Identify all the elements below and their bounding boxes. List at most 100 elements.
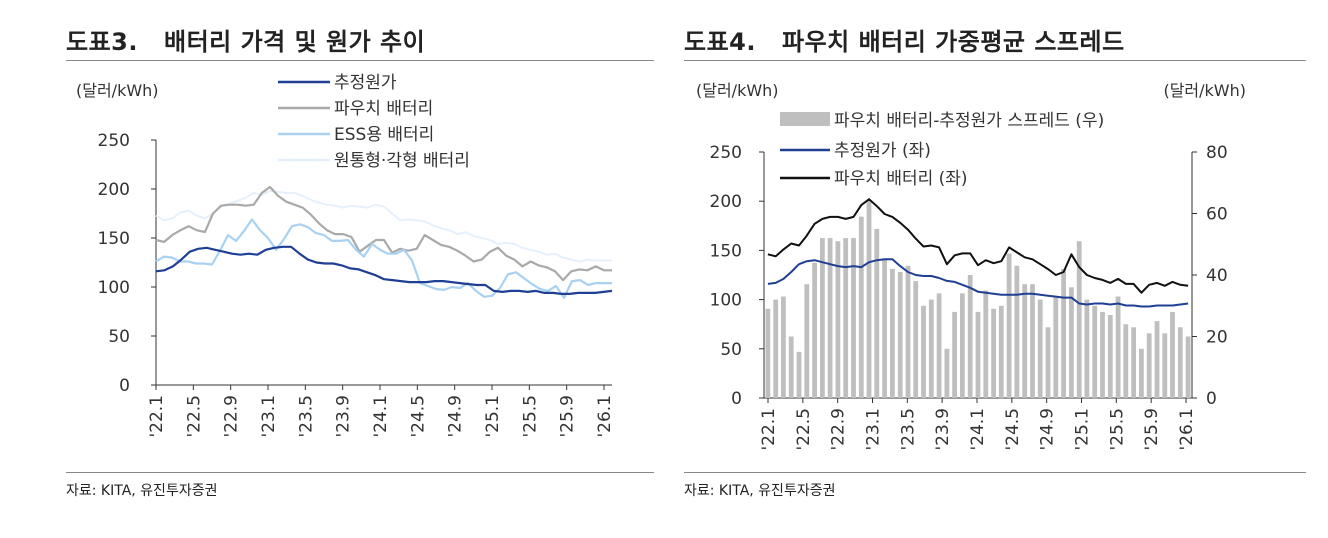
legend-label: 추정원가 (좌) — [834, 141, 931, 161]
spread-bar — [921, 305, 926, 399]
spread-bar — [936, 293, 942, 398]
series-line — [767, 258, 1189, 308]
spread-bar — [1139, 348, 1144, 398]
spread-bar — [843, 238, 849, 398]
figure-number: 도표3. — [66, 28, 138, 56]
spread-bar — [1154, 321, 1160, 398]
spread-bar — [1022, 284, 1028, 398]
spread-bar — [998, 305, 1004, 399]
x-tick-label: '23.9 — [933, 408, 953, 451]
y-tick-label: 150 — [98, 229, 130, 249]
spread-bar — [1177, 327, 1183, 398]
spread-bar — [960, 293, 965, 398]
figure-title: 파우치 배터리 가중평균 스프레드 — [781, 28, 1125, 56]
spread-bar — [1006, 253, 1012, 398]
legend-label: ESS용 배터리 — [334, 125, 434, 145]
spread-bar — [835, 241, 841, 398]
x-tick-label: '23.9 — [334, 395, 354, 438]
legend-label: 원통형·각형 배터리 — [334, 151, 470, 171]
spread-bar — [913, 281, 919, 398]
spread-bar — [1185, 336, 1191, 398]
x-tick-label: '23.1 — [259, 395, 279, 438]
spread-bar — [897, 271, 903, 398]
bar-line-chart: (달러/kWh) (달러/kWh) 0 50 100 150 200 250 0 20 40 60 80… — [696, 81, 1246, 451]
x-tick-label: '25.1 — [483, 395, 503, 438]
source-note: 자료: KITA, 유진투자증권 — [66, 483, 218, 499]
spread-bar — [952, 311, 957, 398]
y-left-tick-label: 150 — [710, 241, 742, 261]
y-left-tick-label: 200 — [710, 192, 742, 212]
spread-bar — [890, 268, 895, 398]
x-tick-label: '25.9 — [558, 395, 578, 438]
y-axis-unit-right: (달러/kWh) — [1163, 81, 1246, 100]
y-axis-unit-left: (달러/kWh) — [696, 81, 779, 100]
spread-bar — [1146, 333, 1152, 398]
spread-bar — [944, 348, 950, 398]
legend-label: 파우치 배터리-추정원가 스프레드 (우) — [834, 111, 1104, 131]
spread-bar — [1115, 296, 1121, 398]
series-line — [155, 185, 612, 282]
spread-bar — [827, 238, 833, 398]
legend-swatch-bar — [780, 112, 830, 126]
legend-label: 파우치 배터리 — [334, 99, 433, 119]
chart-panel-spread: 도표4. 파우치 배터리 가중평균 스프레드 (달러/kWh) (달러/kWh) 0 5… — [664, 0, 1328, 538]
source-note: 자료: KITA, 유진투자증권 — [684, 483, 836, 499]
y-left-tick-label: 250 — [710, 143, 742, 163]
x-tick-label: '23.5 — [296, 395, 316, 438]
x-tick-label: '25.9 — [1142, 408, 1162, 451]
x-tick-label: '23.5 — [898, 408, 918, 451]
x-tick-label: '24.1 — [371, 395, 391, 438]
chart-panel-price-cost: 도표3. 배터리 가격 및 원가 추이 (달러/kWh) 0 50 100 150 200 2… — [66, 22, 654, 499]
x-tick-label: '22.9 — [829, 408, 849, 451]
legend-label: 파우치 배터리 (좌) — [834, 169, 968, 189]
legend-label: 추정원가 — [334, 73, 397, 93]
y-axis-unit: (달러/kWh) — [76, 81, 159, 100]
y-right-tick-label: 0 — [1206, 389, 1217, 409]
figure-number: 도표4. — [684, 28, 756, 56]
spread-bar — [983, 290, 989, 398]
y-tick-label: 0 — [119, 376, 130, 396]
y-right-tick-label: 20 — [1206, 328, 1228, 348]
x-tick-label: '25.5 — [520, 395, 540, 438]
x-tick-label: '23.1 — [864, 408, 884, 451]
spread-bar — [1037, 299, 1043, 398]
x-tick-label: '26.1 — [595, 395, 615, 438]
spread-bar — [781, 296, 786, 398]
x-tick-label: '24.9 — [1038, 408, 1058, 451]
x-tick-label: '24.9 — [446, 395, 466, 438]
spread-bar — [1092, 305, 1098, 399]
x-tick-label: '22.1 — [759, 408, 779, 451]
spread-bar — [882, 259, 887, 398]
source-divider — [66, 472, 654, 473]
spread-bar — [866, 201, 872, 398]
series-line — [155, 218, 612, 299]
spread-bar — [851, 238, 856, 398]
spread-bar — [1131, 327, 1136, 398]
spread-bar — [1061, 268, 1066, 398]
spread-bar — [804, 284, 810, 398]
spread-bar — [1053, 296, 1059, 398]
spread-bar — [788, 336, 794, 398]
source-divider — [684, 472, 1306, 473]
spread-bar — [1084, 299, 1090, 398]
x-tick-label: '22.5 — [794, 408, 814, 451]
spread-bar — [1170, 311, 1175, 398]
line-chart: (달러/kWh) 0 50 100 150 200 250 '22.1 '22.5 '22.9 '2… — [76, 73, 615, 438]
title-divider — [66, 60, 654, 61]
x-tick-label: '26.1 — [1177, 408, 1197, 451]
chart-title: 도표4. 파우치 배터리 가중평균 스프레드 — [684, 22, 1125, 57]
spread-bar — [1045, 327, 1051, 398]
spread-bar — [1162, 333, 1168, 398]
x-tick-label: '22.9 — [222, 395, 242, 438]
title-divider — [684, 60, 1306, 61]
spread-bar — [975, 311, 981, 398]
spread-bar — [928, 299, 934, 398]
chart-title: 도표3. 배터리 가격 및 원가 추이 — [66, 22, 425, 57]
y-tick-label: 50 — [108, 327, 130, 347]
spread-bar — [1076, 241, 1082, 398]
series-line — [155, 190, 612, 263]
y-right-tick-label: 60 — [1206, 205, 1228, 225]
spread-bar — [765, 308, 771, 398]
x-tick-label: '22.5 — [184, 395, 204, 438]
spread-bar — [967, 275, 973, 398]
